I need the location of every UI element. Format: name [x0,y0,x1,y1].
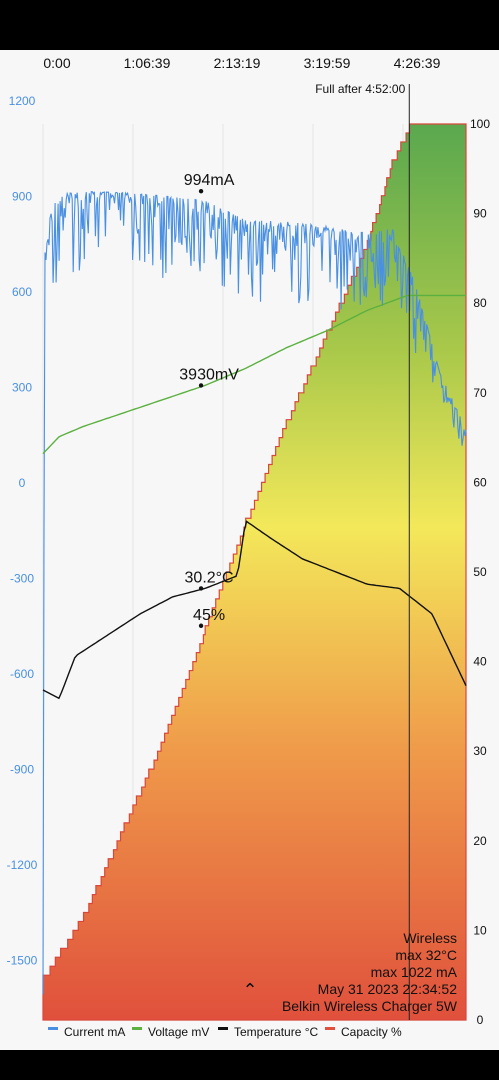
time-tick-label: 3:19:59 [304,55,351,71]
temperature-series-line [42,520,467,700]
legend-label: Temperature °C [234,1025,318,1039]
left-axis-tick-label: -900 [10,763,34,777]
info-line-max-current: max 1022 mA [370,964,457,980]
time-tick-label: 4:26:39 [394,55,441,71]
left-axis-tick-label: 0 [19,476,26,490]
left-axis-tick-label: -600 [10,667,34,681]
right-axis-tick-label: 0 [477,1013,484,1027]
full-after-label: Full after 4:52:00 [315,82,405,96]
legend-label: Current mA [64,1025,125,1039]
legend-swatch [132,1027,142,1030]
info-line-max-temp: max 32°C [395,947,457,963]
current-annotation-label: 994mA [184,172,235,189]
info-line-date: May 31 2023 22:34:52 [317,981,457,997]
right-axis-tick-label: 50 [473,565,487,579]
right-axis-tick-label: 40 [473,655,487,669]
info-line-connection: Wireless [403,930,457,946]
left-axis-tick-label: -1200 [7,858,38,872]
right-axis-tick-label: 20 [473,834,487,848]
time-tick-label: 0:00 [43,55,70,71]
system-nav-bar [0,1050,499,1080]
capacity-annotation-label: 45% [193,607,225,624]
left-axis-tick-label: 1200 [9,94,36,108]
battery-chart: 0:00 1:06:39 2:13:19 3:19:59 4:26:3912009006… [7,55,491,1039]
legend-swatch [218,1027,228,1030]
voltage-annotation-label: 3930mV [179,366,239,383]
left-axis-tick-label: -1500 [7,954,38,968]
legend-swatch [48,1027,58,1030]
temperature-annotation-dot [198,586,204,591]
right-axis-tick-label: 100 [470,117,490,131]
time-tick-label: 2:13:19 [214,55,261,71]
right-axis-tick-label: 10 [473,923,487,937]
info-line-charger: Belkin Wireless Charger 5W [281,998,457,1014]
voltage-series-line [42,294,466,455]
left-axis-tick-label: 600 [12,285,32,299]
right-axis-tick-label: 60 [473,475,487,489]
right-axis-tick-label: 30 [473,744,487,758]
legend-label: Capacity % [341,1025,402,1039]
temperature-annotation-label: 30.2°C [185,569,234,586]
right-axis-tick-label: 70 [473,386,487,400]
left-axis-tick-label: -300 [10,572,34,586]
expand-chevron-up-icon[interactable]: ⌃ [242,980,258,1000]
legend-label: Voltage mV [148,1025,209,1039]
left-axis-tick-label: 300 [12,381,32,395]
time-tick-label: 1:06:39 [124,55,171,71]
legend-swatch [325,1027,335,1030]
left-axis-tick-label: 900 [12,190,32,204]
current-annotation-dot [198,189,204,194]
right-axis-tick-label: 80 [473,296,487,310]
battery-history-screen: 0:00 1:06:39 2:13:19 3:19:59 4:26:39 1200 900 6… [0,50,499,1050]
info-box: Wireless max 32°C max 1022 mA May 31 202… [282,930,457,1015]
capacity-area [42,123,467,1021]
current-series-line [42,191,467,995]
capacity-annotation-dot [198,623,204,628]
voltage-annotation-dot [198,383,204,388]
right-axis-tick-label: 90 [473,207,487,221]
